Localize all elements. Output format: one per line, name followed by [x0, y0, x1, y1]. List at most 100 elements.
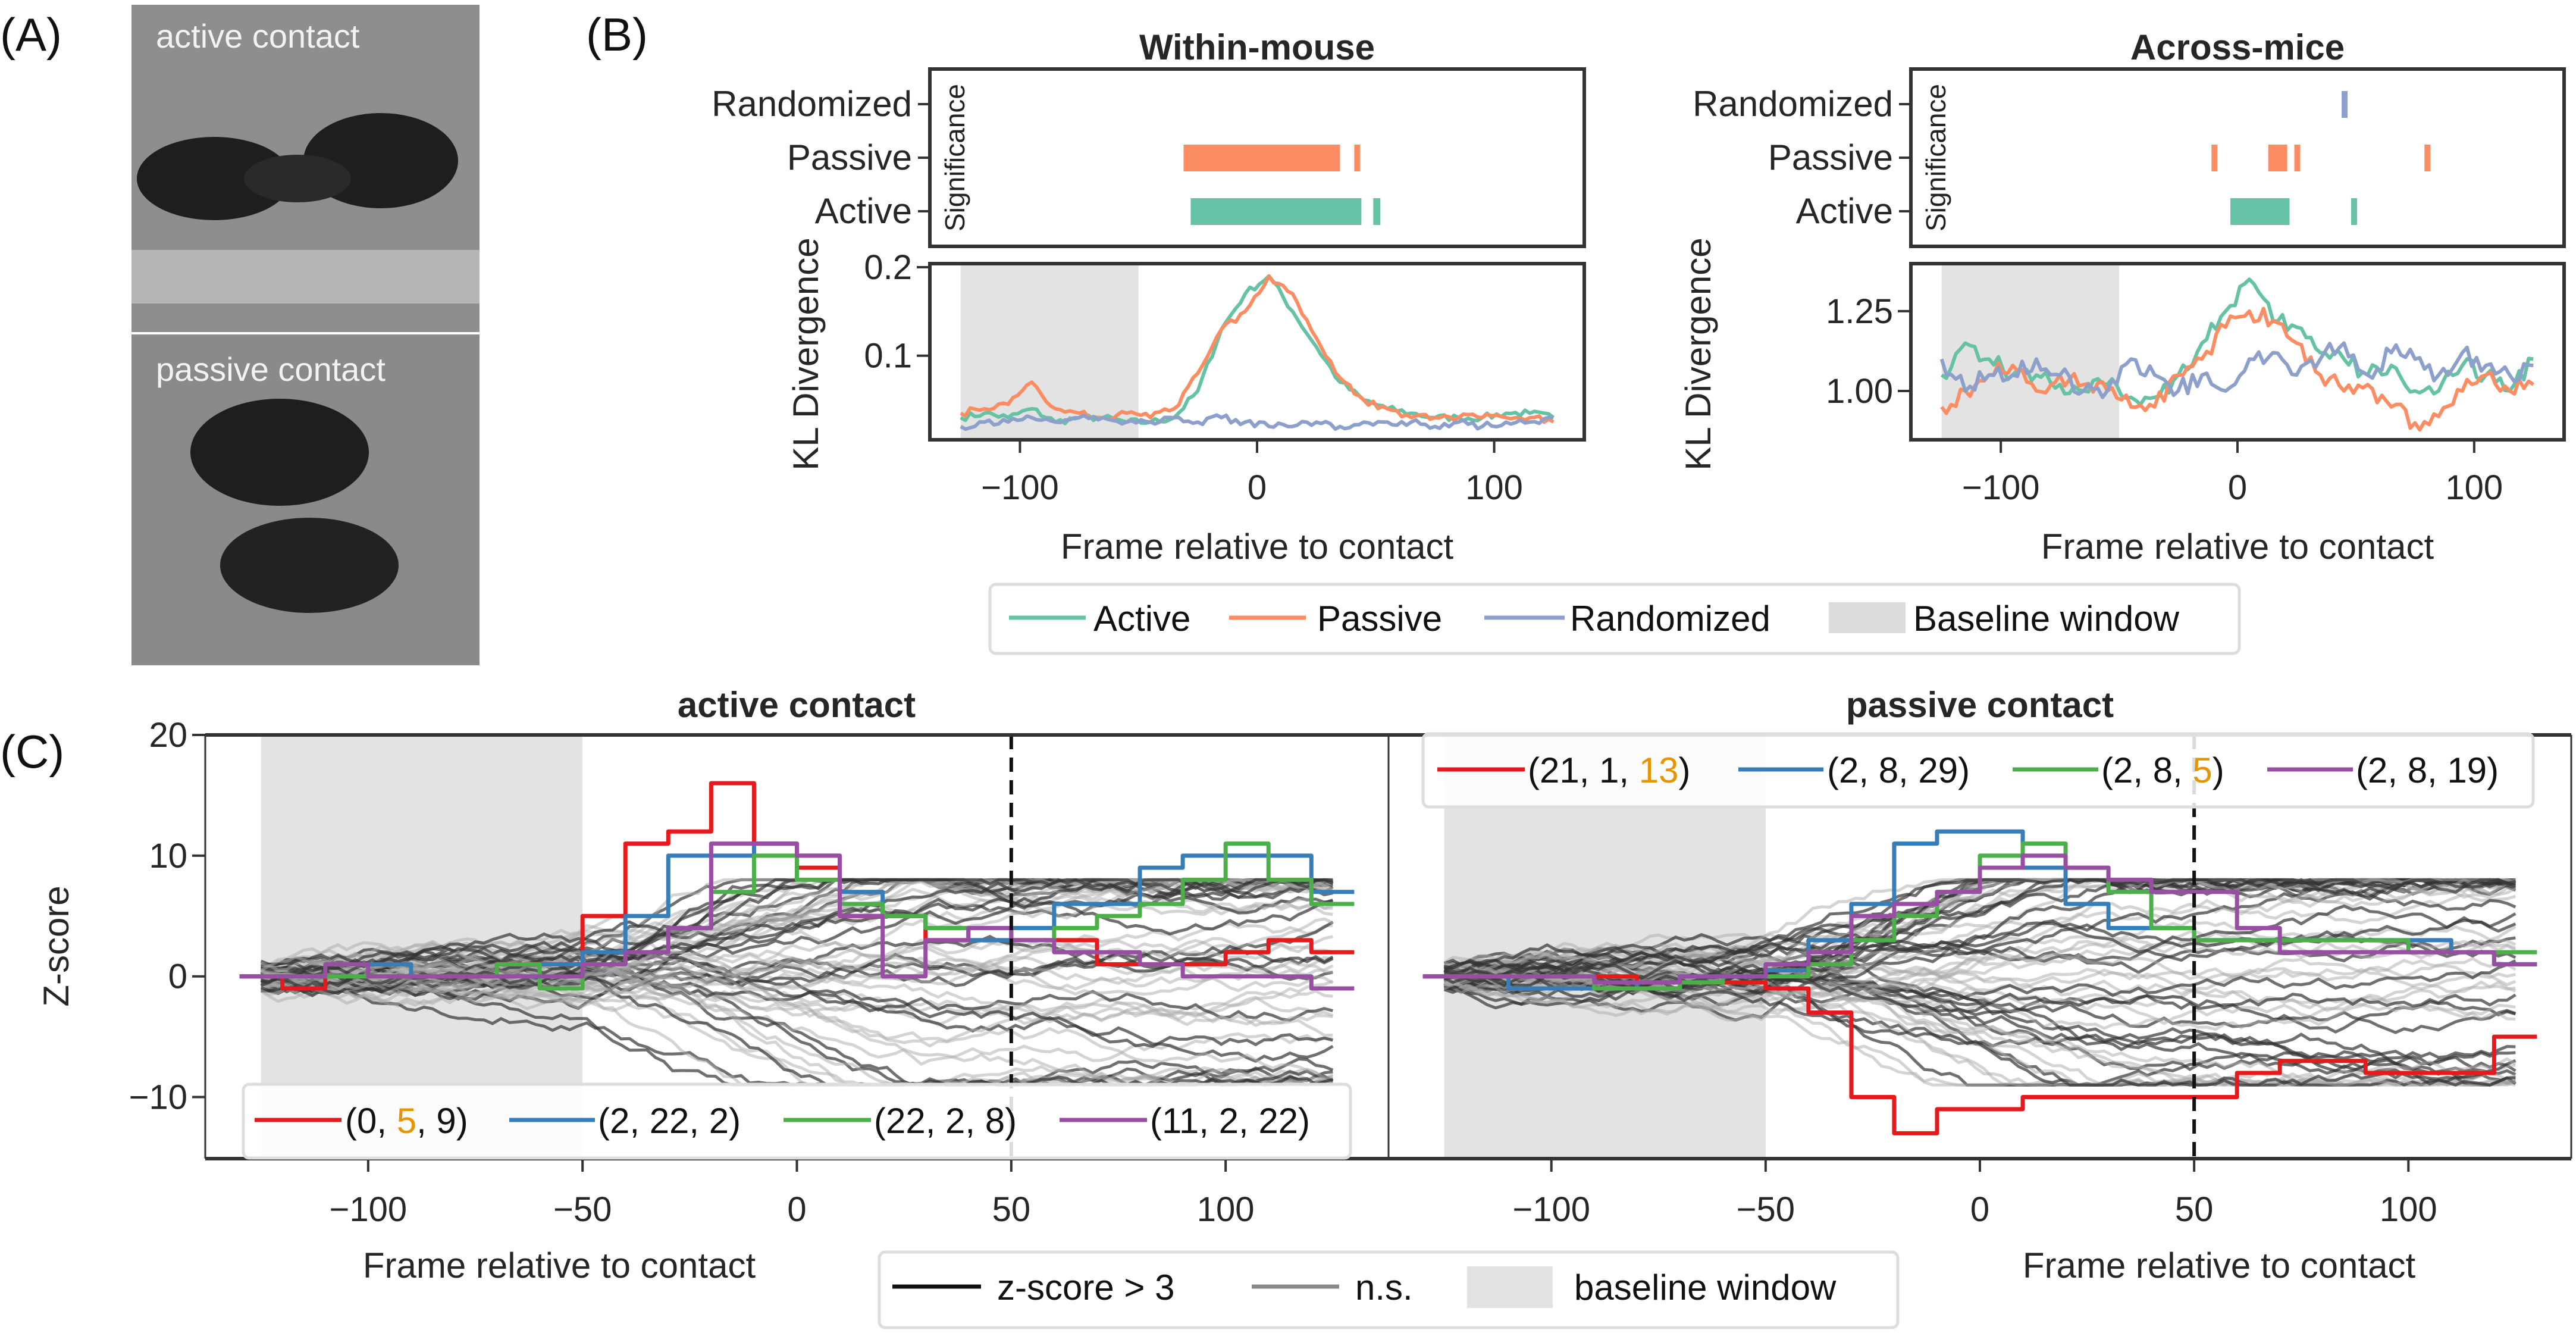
x-axis-label: Frame relative to contact: [1061, 527, 1454, 567]
background-trace: [1444, 959, 2517, 1014]
x-tick-label: 50: [2175, 1190, 2214, 1229]
series-line-active: [1941, 277, 2534, 406]
significance-bar-passive: [2211, 145, 2218, 171]
mouse-blob: [137, 137, 292, 220]
legend-label: (22, 2, 8): [874, 1101, 1017, 1141]
legend-label: (2, 8, 5): [2101, 750, 2224, 790]
series-line-randomized: [960, 413, 1554, 431]
photo-caption-passive: passive contact: [156, 351, 386, 388]
significance-row-label: Active: [815, 191, 912, 231]
legend-label: (21, 1, 13): [1528, 750, 1691, 790]
x-tick-label: 0: [2228, 468, 2247, 507]
baseline-window: [1941, 264, 2120, 440]
x-tick-label: 0: [787, 1190, 806, 1229]
series-line-randomized: [1939, 341, 2534, 399]
legend-randomized-label: Randomized: [1570, 599, 1770, 639]
mouse-blob: [244, 155, 351, 202]
background-trace: [261, 949, 1333, 993]
series-line-c_purple: [239, 841, 1355, 991]
legend-baseline-label: baseline window: [1574, 1268, 1837, 1307]
background-trace: [1444, 912, 2517, 970]
x-tick-label: −50: [553, 1190, 612, 1229]
legend-label-part: (21, 1,: [1528, 750, 1639, 790]
plot-area: [960, 264, 1555, 440]
background-trace: [1444, 878, 2517, 1002]
legend-ns-label: n.s.: [1355, 1268, 1413, 1307]
significance-bar-passive: [1354, 145, 1361, 171]
legend-baseline-label: Baseline window: [1913, 599, 2180, 639]
legend-label: (2, 8, 19): [2356, 750, 2499, 790]
background-trace: [261, 917, 1334, 995]
significance-row-label: Randomized: [1693, 84, 1893, 124]
panel-label-b: (B): [586, 8, 648, 61]
legend-label: (0, 5, 9): [345, 1101, 468, 1141]
series-line-active: [960, 274, 1555, 425]
photo-caption-active: active contact: [156, 17, 360, 55]
x-tick-label: −100: [1962, 468, 2040, 507]
panel-a-photos: active contact passive contact: [131, 5, 480, 665]
y-axis-label: KL Divergence: [1678, 237, 1718, 470]
legend-label: (11, 2, 22): [1150, 1101, 1310, 1141]
passive-contact-chart: −100 −50 0 50 100 Frame relative to contact pa…: [1387, 685, 2572, 1285]
legend-label-part: ): [2213, 750, 2224, 790]
y-tick-label: 1.00: [1826, 372, 1893, 411]
significance-bar-active: [2351, 198, 2357, 225]
panel-label-c: (C): [0, 725, 64, 778]
legend-label-part: (2, 22, 2): [598, 1101, 741, 1141]
x-tick-label: 100: [1197, 1190, 1255, 1229]
significance-bar-passive: [2424, 145, 2431, 171]
background-trace: [261, 956, 1333, 1087]
x-tick-label: 0: [1248, 468, 1267, 507]
y-tick-label: 0.1: [864, 337, 912, 376]
y-axis-label: Z-score: [36, 885, 76, 1006]
significance-row-label: Randomized: [712, 84, 912, 124]
x-tick-label: 100: [2380, 1190, 2437, 1229]
chart-title: Within-mouse: [1139, 27, 1375, 67]
chart-title: passive contact: [1846, 685, 2114, 725]
significance-row-label: Passive: [787, 137, 912, 177]
series-line-passive: [1940, 306, 2535, 432]
legend-frame: [878, 1250, 1900, 1329]
significance-bar-randomized: [2342, 91, 2348, 118]
legend-label-part: (11, 2, 22): [1150, 1101, 1310, 1141]
legend-label-part: (0,: [345, 1101, 397, 1141]
background-trace: [260, 965, 1333, 1037]
highlighted-index: 5: [397, 1101, 416, 1141]
x-axis-label: Frame relative to contact: [2023, 1246, 2416, 1285]
significance-bar-passive: [2294, 145, 2301, 171]
legend-baseline-swatch: [1467, 1266, 1553, 1308]
significance-bar-active: [2230, 198, 2290, 225]
legend-active-label: Active: [1093, 599, 1190, 639]
background-trace: [1443, 973, 2516, 1087]
y-axis-label: KL Divergence: [786, 237, 826, 470]
x-tick-label: 100: [1465, 468, 1523, 507]
significance-row-label: Passive: [1768, 137, 1893, 177]
legend-frame: [988, 583, 2241, 655]
x-tick-label: −100: [330, 1190, 408, 1229]
x-tick-label: 50: [992, 1190, 1031, 1229]
background-trace: [1443, 937, 2517, 1013]
y-tick-label: 20: [149, 716, 187, 755]
significance-bar-passive: [2268, 145, 2287, 171]
legend-frame: [1421, 732, 2535, 809]
legend-label-part: ): [1679, 750, 1691, 790]
significance-label: Significance: [939, 84, 970, 231]
background-trace: [261, 878, 1334, 988]
chart-title: Across-mice: [2130, 27, 2345, 67]
across-mice-chart: Across-mice Significance Randomized Passive…: [1678, 27, 2566, 567]
y-tick-label: 0.2: [864, 248, 912, 287]
significance-bar-active: [1373, 198, 1381, 225]
highlighted-index: 13: [1639, 750, 1679, 790]
x-tick-label: −100: [1512, 1190, 1590, 1229]
legend-label: (2, 8, 29): [1827, 750, 1970, 790]
significance-label: Significance: [1920, 84, 1951, 231]
background-trace: [260, 935, 1333, 1010]
series-line-c_purple: [1422, 853, 2537, 985]
x-tick-label: 100: [2445, 468, 2503, 507]
plot-area: [1939, 264, 2535, 440]
highlighted-index: 5: [2192, 750, 2212, 790]
chart-title: active contact: [678, 685, 916, 725]
significance-row-label: Active: [1796, 191, 1893, 231]
